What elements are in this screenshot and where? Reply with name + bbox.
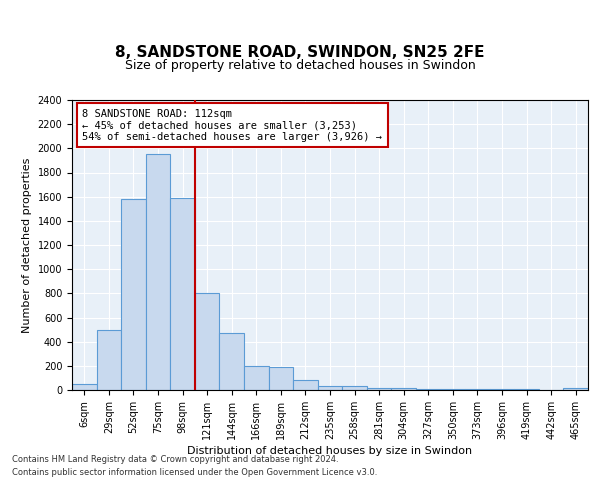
Bar	[269, 367, 293, 390]
Bar	[293, 380, 318, 390]
Text: Contains HM Land Registry data © Crown copyright and database right 2024.: Contains HM Land Registry data © Crown c…	[12, 456, 338, 464]
Bar	[72, 384, 97, 390]
Bar	[244, 366, 269, 390]
X-axis label: Distribution of detached houses by size in Swindon: Distribution of detached houses by size …	[187, 446, 473, 456]
Bar	[195, 294, 220, 390]
Bar	[121, 199, 146, 390]
Bar	[563, 388, 588, 390]
Y-axis label: Number of detached properties: Number of detached properties	[22, 158, 32, 332]
Text: Size of property relative to detached houses in Swindon: Size of property relative to detached ho…	[125, 58, 475, 71]
Bar	[97, 330, 121, 390]
Bar	[318, 386, 342, 390]
Text: 8, SANDSTONE ROAD, SWINDON, SN25 2FE: 8, SANDSTONE ROAD, SWINDON, SN25 2FE	[115, 45, 485, 60]
Bar	[416, 389, 440, 390]
Bar	[220, 333, 244, 390]
Bar	[391, 388, 416, 390]
Bar	[367, 388, 391, 390]
Text: Contains public sector information licensed under the Open Government Licence v3: Contains public sector information licen…	[12, 468, 377, 477]
Text: 8 SANDSTONE ROAD: 112sqm
← 45% of detached houses are smaller (3,253)
54% of sem: 8 SANDSTONE ROAD: 112sqm ← 45% of detach…	[82, 108, 382, 142]
Bar	[342, 386, 367, 390]
Bar	[146, 154, 170, 390]
Bar	[170, 198, 195, 390]
